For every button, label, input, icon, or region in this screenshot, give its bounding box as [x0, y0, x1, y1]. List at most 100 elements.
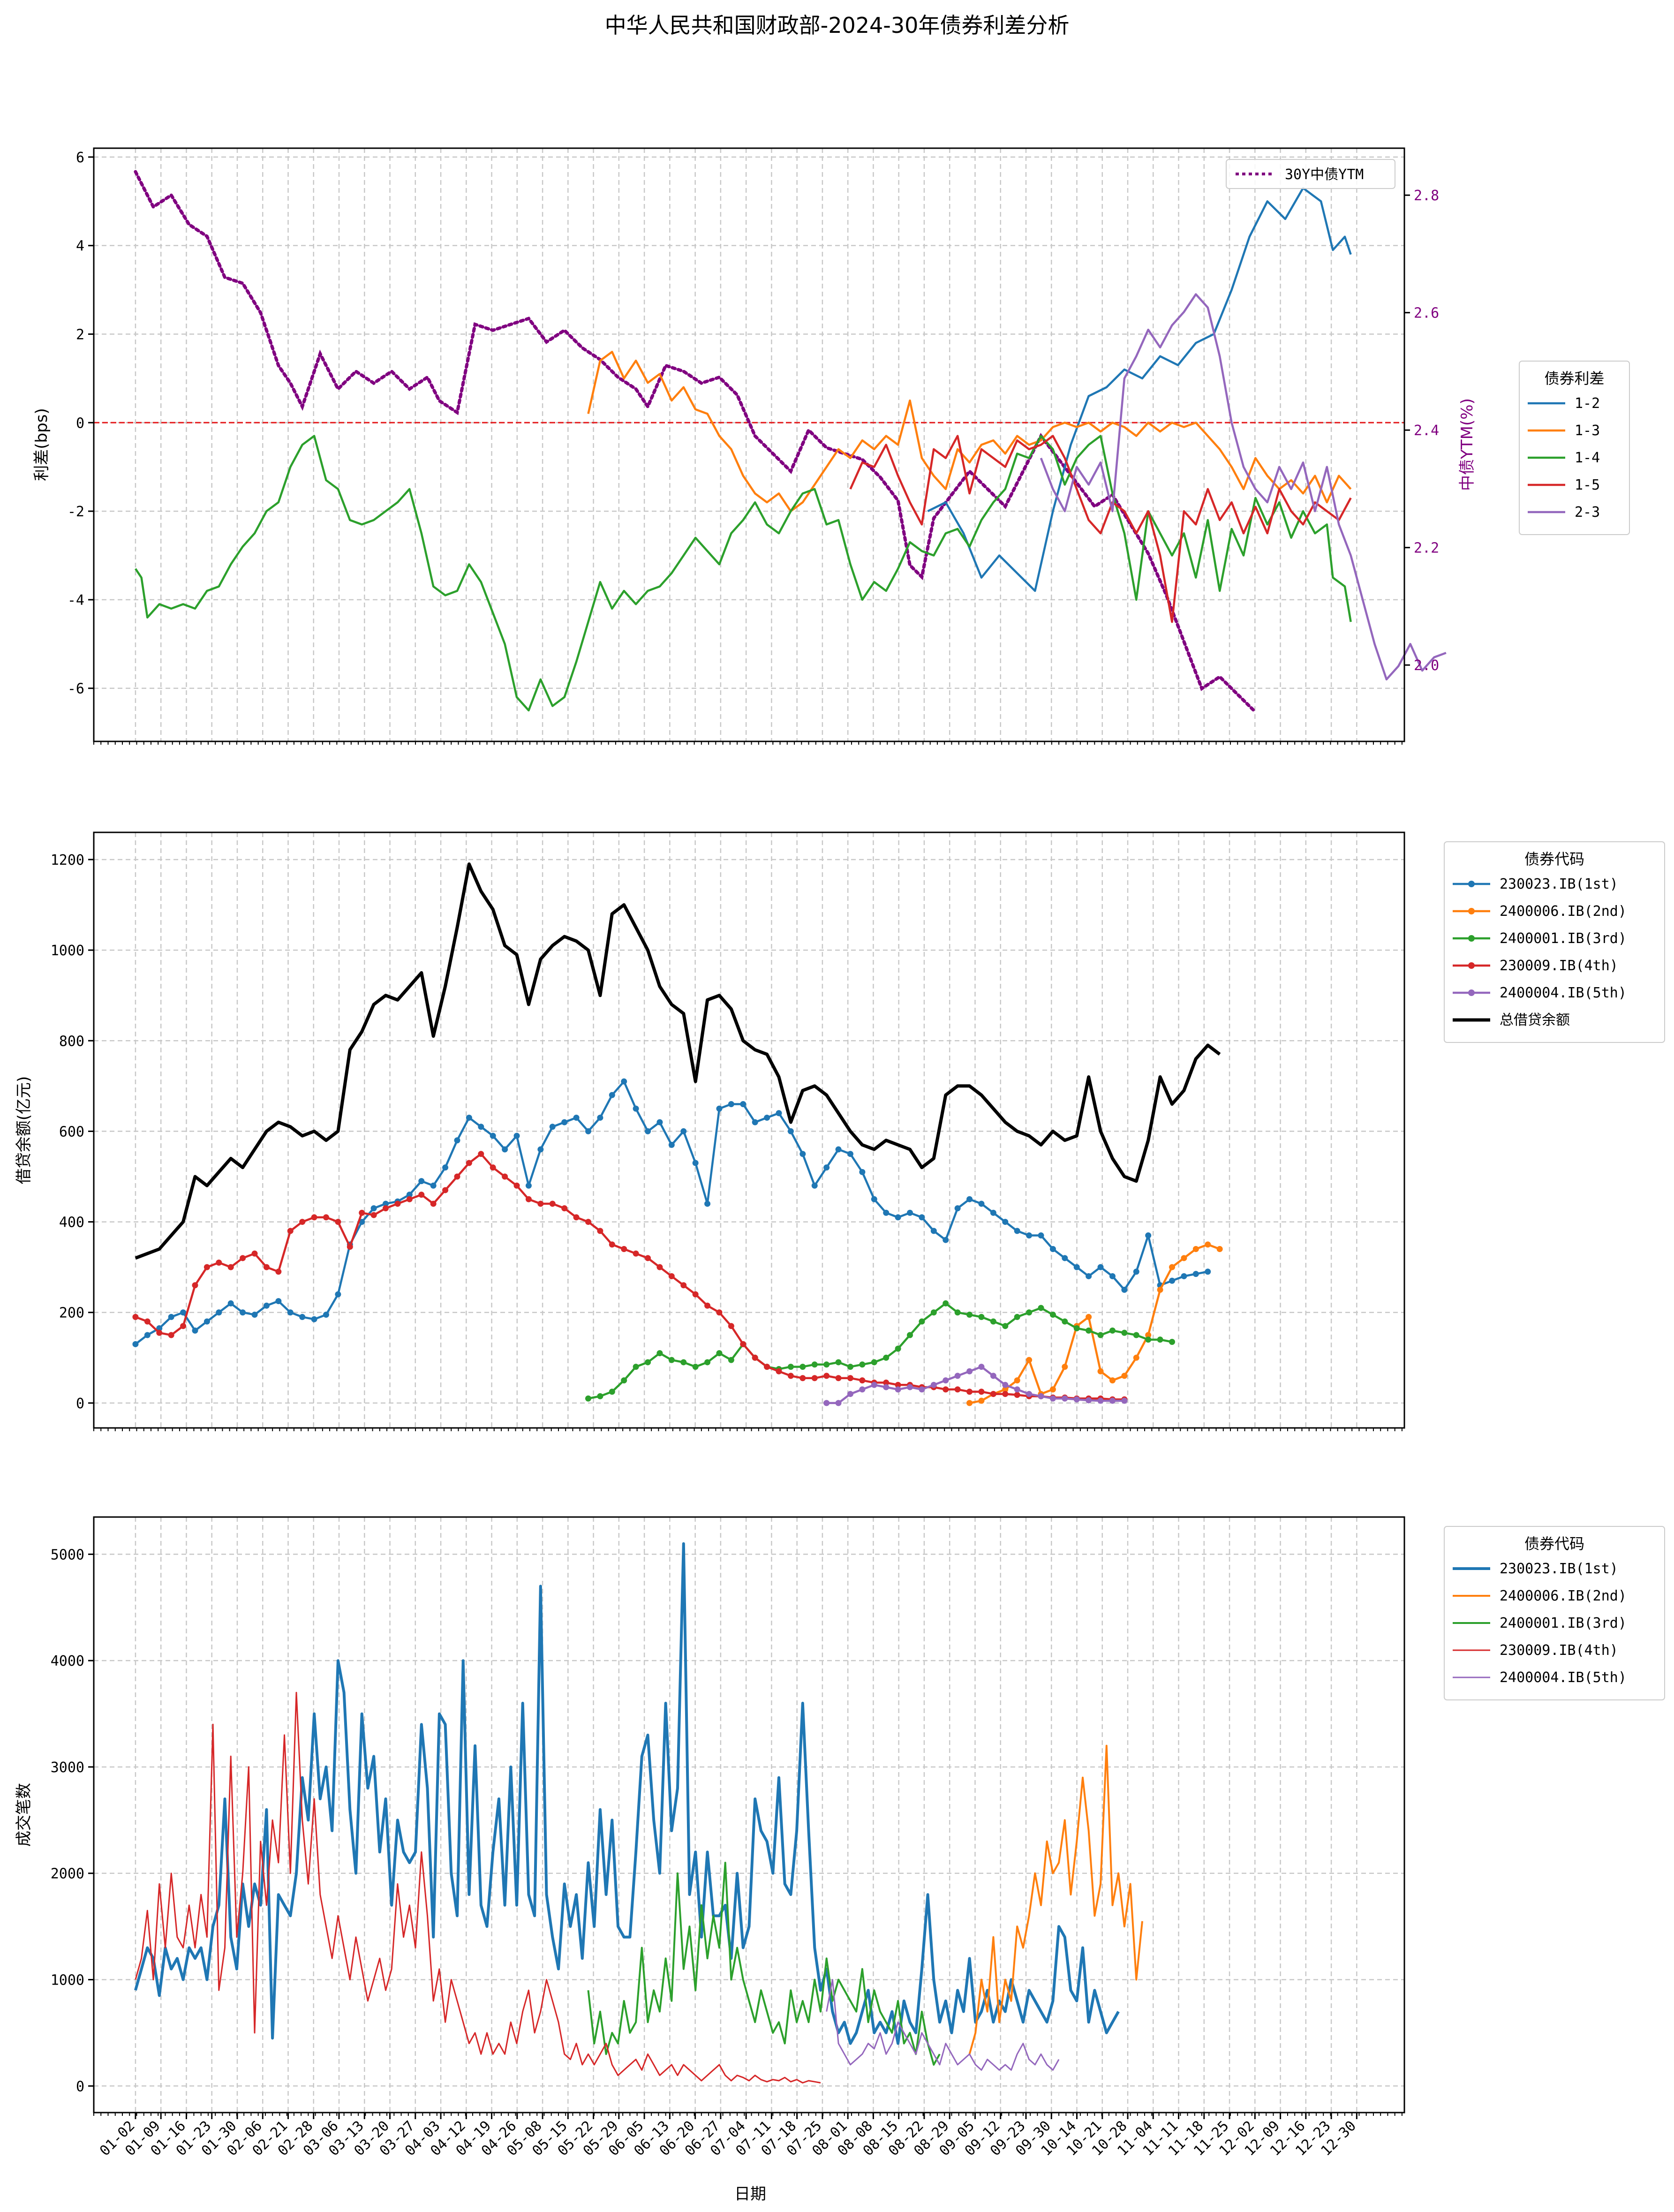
ytm-tick-label: 2.4 [1414, 423, 1439, 439]
series-marker [299, 1314, 306, 1320]
series-marker [954, 1205, 961, 1212]
series-marker [835, 1375, 842, 1382]
series-marker [227, 1264, 234, 1270]
series-marker [180, 1309, 187, 1316]
series-marker [1169, 1277, 1176, 1284]
series-marker [537, 1146, 544, 1153]
series-marker [633, 1105, 639, 1112]
series-marker [764, 1364, 770, 1370]
y-tick-label: 4 [76, 238, 84, 255]
y-tick-label: 0 [76, 1396, 84, 1412]
series-marker [656, 1119, 663, 1125]
series-marker [859, 1361, 866, 1368]
series-marker [168, 1314, 174, 1320]
x-axis-label: 日期 [734, 2185, 766, 2204]
series-marker [1026, 1357, 1033, 1363]
ytm-tick-label: 2.0 [1414, 657, 1439, 674]
series-marker [1192, 1246, 1199, 1253]
series-marker [156, 1325, 163, 1332]
series-marker [907, 1384, 913, 1390]
series-marker [978, 1200, 985, 1207]
y-tick-label: 1200 [51, 852, 84, 868]
series-marker [871, 1359, 877, 1366]
series-marker [680, 1359, 687, 1366]
series-marker [847, 1391, 853, 1397]
series-marker [954, 1309, 961, 1316]
series-marker [227, 1300, 234, 1306]
series-marker [144, 1318, 151, 1325]
series-marker [1145, 1332, 1152, 1338]
series-marker [1062, 1318, 1068, 1325]
legend-label: 230009.IB(4th) [1500, 958, 1618, 974]
trades-grid [94, 1517, 1404, 2113]
balance-x-minor-ticks [93, 1428, 1403, 1431]
series-marker [943, 1386, 949, 1393]
series-marker [347, 1244, 353, 1250]
series-marker [513, 1182, 520, 1189]
series-marker [621, 1246, 627, 1253]
series-marker [621, 1377, 627, 1384]
series-marker [1002, 1391, 1009, 1397]
series-marker [1109, 1377, 1116, 1384]
series-marker [263, 1302, 270, 1309]
series-marker [1014, 1386, 1020, 1393]
series-marker [907, 1332, 913, 1338]
series-marker [430, 1182, 437, 1189]
series-marker [835, 1146, 842, 1153]
series-marker [943, 1377, 949, 1384]
series-marker [359, 1209, 365, 1216]
series-marker [1086, 1273, 1092, 1279]
series-marker [323, 1214, 329, 1221]
series-marker [168, 1332, 174, 1338]
series-marker [621, 1078, 627, 1085]
series-marker [132, 1341, 139, 1347]
legend-label: 2400006.IB(2nd) [1500, 903, 1627, 920]
series-marker [585, 1395, 591, 1402]
y-tick-label: -6 [68, 681, 84, 697]
series-marker [823, 1361, 830, 1368]
series-marker [883, 1384, 890, 1390]
series-marker [1121, 1397, 1128, 1404]
series-marker [883, 1209, 890, 1216]
series-marker [1049, 1246, 1056, 1253]
series-marker [764, 1114, 770, 1121]
series-marker [132, 1314, 139, 1320]
ytm-tick-label: 2.6 [1414, 305, 1439, 322]
spread-panel: -6 -4 -2 0 2 4 6 2.0 2.2 2.4 2.6 2.8 利差(bps) 中债YTM… [32, 147, 1630, 745]
series-marker [525, 1196, 532, 1202]
y-tick-label: 4000 [51, 1653, 84, 1669]
series-marker [740, 1341, 747, 1347]
trades-x-ticks: 01-0201-0901-1601-2301-3002-0602-2102-28… [93, 2113, 1403, 2159]
series-marker [716, 1350, 723, 1357]
legend-box [1519, 361, 1630, 535]
series-marker [799, 1151, 806, 1157]
legend-marker [1468, 908, 1475, 914]
series-marker [263, 1264, 270, 1270]
series-marker [704, 1200, 711, 1207]
series-marker [859, 1377, 866, 1384]
series-marker [1109, 1397, 1116, 1404]
series-line-1-3 [587, 351, 1352, 513]
spread-plot-frame [93, 147, 1405, 742]
series-marker [549, 1200, 556, 1207]
series-marker [335, 1291, 341, 1298]
series-marker [680, 1282, 687, 1289]
series-line-2-3 [1040, 293, 1447, 681]
series-marker [740, 1101, 747, 1107]
balance-lines [132, 862, 1223, 1406]
series-marker [799, 1375, 806, 1382]
y-tick-label: -2 [68, 504, 84, 520]
series-marker [1026, 1391, 1033, 1397]
ytm-tick-label: 2.2 [1414, 540, 1439, 557]
series-marker [1062, 1395, 1068, 1402]
series-marker [966, 1389, 973, 1395]
series-marker [1169, 1339, 1176, 1345]
y-tick-label: 0 [76, 415, 84, 431]
series-marker [537, 1200, 544, 1207]
series-marker [299, 1219, 306, 1225]
series-line-1-4 [135, 435, 1352, 712]
series-marker [1049, 1395, 1056, 1402]
series-marker [204, 1318, 210, 1325]
series-marker [1109, 1327, 1116, 1334]
